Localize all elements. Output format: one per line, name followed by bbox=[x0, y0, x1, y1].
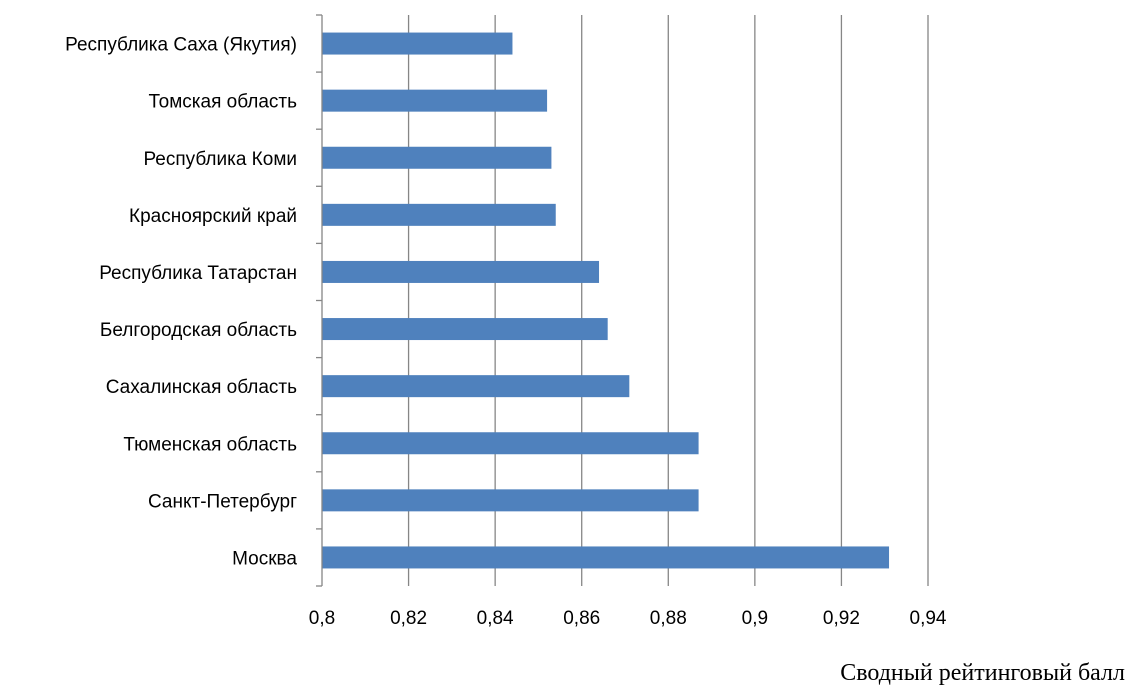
x-tick-label: 0,86 bbox=[563, 608, 600, 629]
x-tick-label: 0,9 bbox=[742, 608, 768, 629]
x-tick-label: 0,82 bbox=[390, 608, 427, 629]
bar bbox=[322, 260, 600, 283]
x-tick-label: 0,84 bbox=[477, 608, 514, 629]
x-tick-label: 0,8 bbox=[309, 608, 335, 629]
bar bbox=[322, 546, 890, 569]
axes bbox=[316, 14, 323, 587]
x-tick-label: 0,88 bbox=[650, 608, 687, 629]
bar bbox=[322, 203, 556, 226]
tick-labels: 0,8 0,82 0,84 0,86 0,88 0,9 0,92 0,94 bbox=[309, 608, 947, 629]
category-label: Республика Коми bbox=[143, 149, 297, 170]
category-label: Республика Саха (Якутия) bbox=[65, 35, 297, 56]
x-tick-label: 0,92 bbox=[823, 608, 860, 629]
bar bbox=[322, 489, 699, 512]
bar bbox=[322, 89, 548, 112]
category-label: Санкт-Петербург bbox=[148, 491, 297, 512]
bars bbox=[322, 32, 890, 569]
category-label: Красноярский край bbox=[129, 206, 297, 227]
category-label: Москва bbox=[232, 548, 297, 569]
category-label: Белгородская область bbox=[100, 320, 297, 341]
category-label: Сахалинская область bbox=[106, 377, 297, 398]
category-label: Республика Татарстан bbox=[99, 263, 297, 284]
category-labels: Москва Санкт-Петербург Тюменская область Са… bbox=[65, 35, 297, 570]
x-tick-label: 0,94 bbox=[910, 608, 947, 629]
bar bbox=[322, 146, 552, 169]
category-label: Томская область bbox=[149, 92, 298, 113]
bar bbox=[322, 318, 608, 341]
bar bbox=[322, 32, 513, 55]
x-axis-title: Сводный рейтинговый балл bbox=[840, 660, 1125, 686]
bar bbox=[322, 375, 630, 398]
bar bbox=[322, 432, 699, 455]
category-label: Тюменская область bbox=[123, 434, 297, 455]
